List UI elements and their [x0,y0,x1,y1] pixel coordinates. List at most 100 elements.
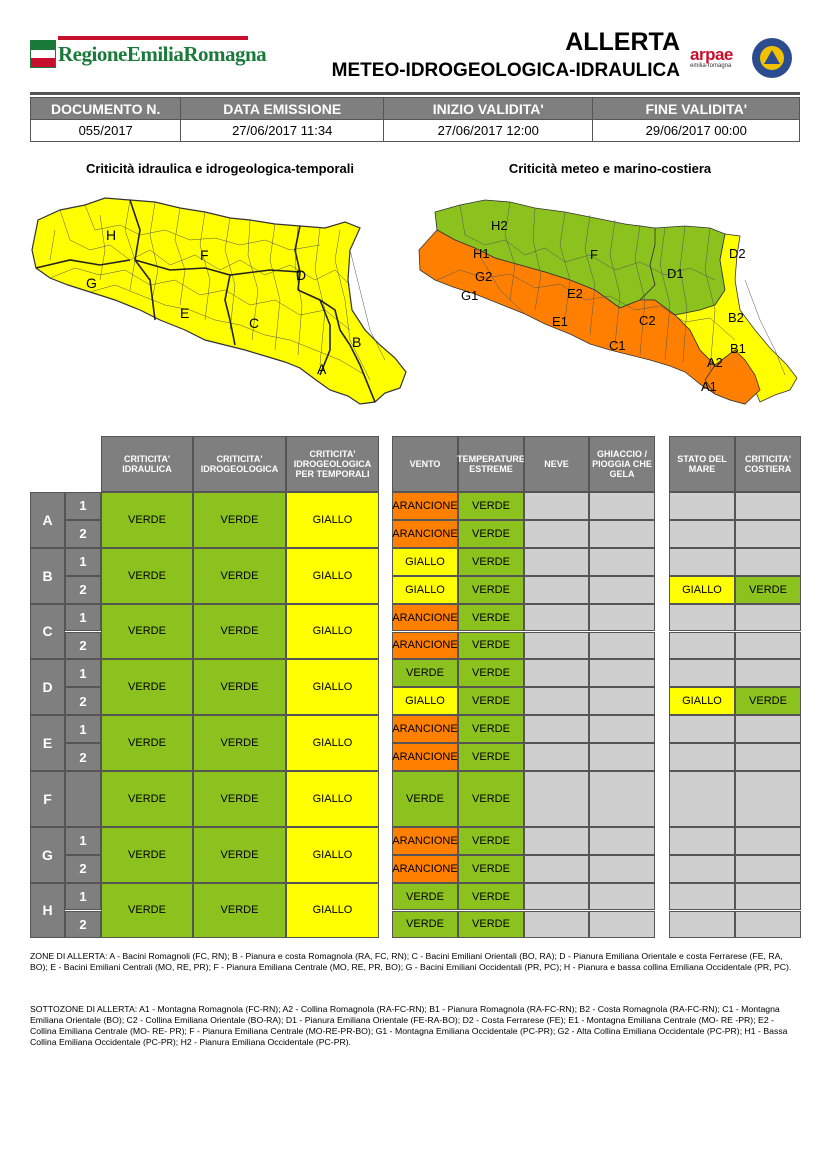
subzone-h2-vento: VERDE [392,910,458,939]
arpae-logo: arpae emilia-romagna [690,45,750,69]
subzone-d1-neve [524,659,589,688]
subzone-h2-temperature: VERDE [458,910,524,939]
subzone-b1-ghiaccio [589,547,655,576]
map-label-g1: G1 [461,288,478,303]
left-map-title: Criticità idraulica e idrogeologica-temp… [85,161,354,176]
subzone-g2-costiera [735,854,801,883]
subzone-c1-mare [669,603,735,632]
subzone-e2-mare [669,743,735,771]
subzone-b2-mare: GIALLO [669,575,735,604]
doc-number-value: 055/2017 [29,119,182,142]
subzone-label-h1: 1 [65,882,101,911]
map-label-e2: E2 [567,286,583,301]
zone-h-idraulica: VERDE [101,882,193,939]
map-label-c: C [249,315,259,331]
subzone-g1-mare [669,826,735,855]
subzone-h2-costiera [735,910,801,939]
right-alert-map: H2 H1 G2 G1 F D1 D2 E2 E1 C2 C1 B2 B1 A2… [418,199,798,405]
map-label-h1: H1 [473,246,490,261]
subzone-h1-neve [524,882,589,911]
subzone-d2-vento: GIALLO [392,687,458,716]
zone-label-e: E [30,715,65,771]
subzone-h1-vento: VERDE [392,882,458,911]
map-label-f-meteo: F [590,247,598,262]
subzone-label-a2: 2 [65,519,101,548]
subzone-label-e2: 2 [65,743,101,771]
subzone-g1-vento: ARANCIONE [392,826,458,855]
subzone-label-a1: 1 [65,492,101,520]
map-label-c1: C1 [609,338,626,353]
zone-a-idraulica: VERDE [101,492,193,548]
logo-bar [58,36,248,40]
region-flag-icon [30,40,56,68]
zone-f-idraulica: VERDE [101,771,193,827]
map-label-g2: G2 [475,269,492,284]
subzone-b1-mare [669,547,735,576]
header-mare: STATO DEL MARE [669,436,735,492]
subzone-d2-neve [524,687,589,716]
subzone-c1-costiera [735,603,801,632]
zone-g-idraulica: VERDE [101,826,193,883]
right-map-municipal-lines [436,201,786,376]
subzone-b2-neve [524,575,589,604]
subzone-b2-costiera: VERDE [735,575,801,604]
subzone-d2-mare: GIALLO [669,687,735,716]
subzone-g1-ghiaccio [589,826,655,855]
right-map-title: Criticità meteo e marino-costiera [508,161,712,176]
zone-label-d: D [30,659,65,716]
right-map-labels: H2 H1 G2 G1 F D1 D2 E2 E1 C2 C1 B2 B1 A2… [461,218,746,394]
subzone-label-b1: 1 [65,547,101,576]
header-neve: NEVE [524,436,589,492]
protezione-civile-icon [752,38,792,78]
subzone-f-neve [524,771,589,827]
map-label-a: A [317,361,327,377]
subzone-g1-temperature: VERDE [458,826,524,855]
doc-start-value: 27/06/2017 12:00 [383,119,594,142]
subzones-legend: SOTTOZONE DI ALLERTA: A1 - Montagna Roma… [30,1004,788,1047]
subzone-label-h2: 2 [65,910,101,939]
subzone-e1-costiera [735,715,801,744]
subzone-c2-mare [669,631,735,660]
subzone-a2-neve [524,519,589,548]
header-divider [30,92,800,95]
map-label-a1: A1 [701,379,717,394]
doc-number-header: DOCUMENTO N. [29,97,182,120]
subzone-label-f [65,771,101,827]
doc-end-header: FINE VALIDITA' [592,97,800,120]
zone-label-f: F [30,771,65,827]
subzone-b1-costiera [735,547,801,576]
subzone-f-ghiaccio [589,771,655,827]
subzone-d2-costiera: VERDE [735,687,801,716]
subzone-d1-temperature: VERDE [458,659,524,688]
zone-g-temporali: GIALLO [286,826,379,883]
subzone-d1-mare [669,659,735,688]
right-map-yellow-region [674,233,798,403]
subzone-label-d1: 1 [65,659,101,688]
subzone-c2-vento: ARANCIONE [392,631,458,660]
subzone-f-temperature: VERDE [458,771,524,827]
map-label-e1: E1 [552,314,568,329]
subzone-d1-ghiaccio [589,659,655,688]
zone-f-temporali: GIALLO [286,771,379,827]
subzone-g2-vento: ARANCIONE [392,854,458,883]
subzone-h2-mare [669,910,735,939]
subzone-c1-temperature: VERDE [458,603,524,632]
subzone-h2-ghiaccio [589,910,655,939]
subzone-b2-temperature: VERDE [458,575,524,604]
subzone-g2-neve [524,854,589,883]
subzone-a2-temperature: VERDE [458,519,524,548]
subzone-e2-vento: ARANCIONE [392,743,458,771]
subzone-b1-vento: GIALLO [392,547,458,576]
subzone-c2-ghiaccio [589,631,655,660]
subzone-b2-ghiaccio [589,575,655,604]
subzone-label-c2: 2 [65,631,101,660]
map-label-d2: D2 [729,246,746,261]
left-map-labels: H F G D E C B A [86,227,361,377]
map-label-f: F [200,247,209,263]
map-label-a2: A2 [707,355,723,370]
subzone-g2-mare [669,854,735,883]
arpae-logo-sub: emilia-romagna [690,63,732,69]
subzone-d2-temperature: VERDE [458,687,524,716]
left-map-zone-borders [35,199,376,403]
doc-date-value: 27/06/2017 11:34 [180,119,385,142]
